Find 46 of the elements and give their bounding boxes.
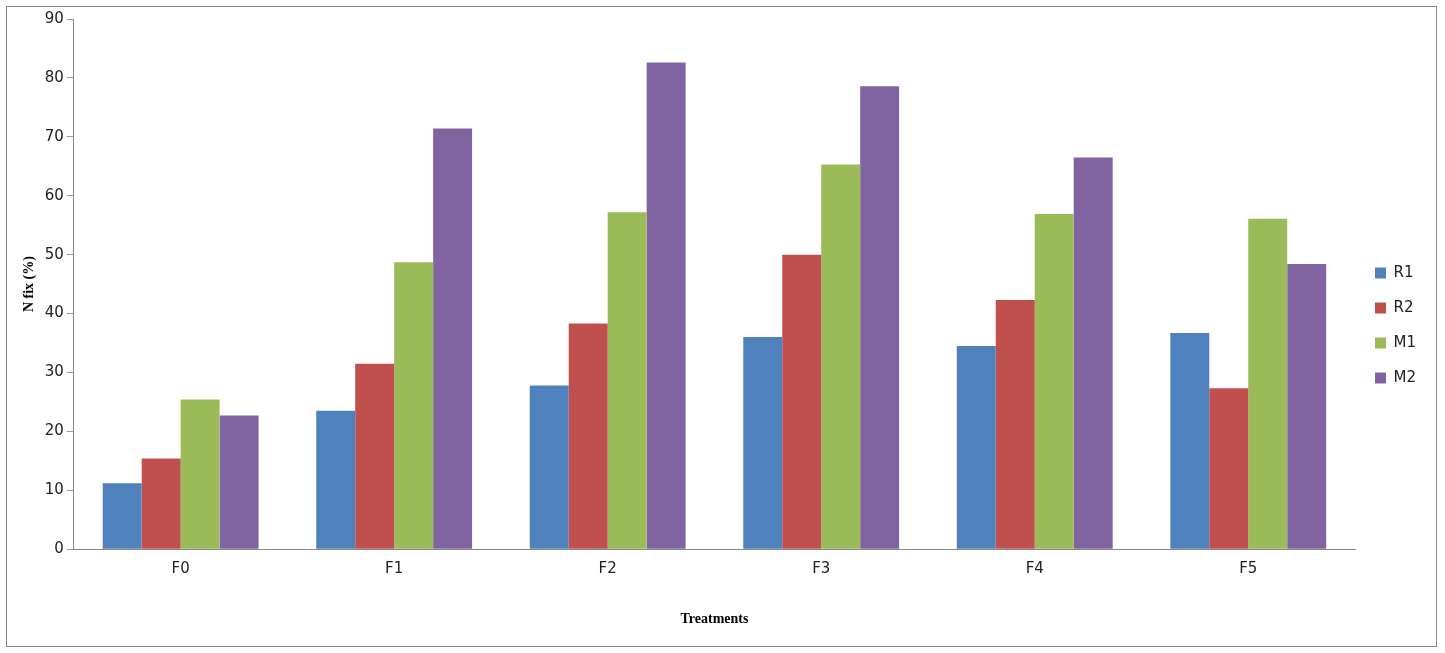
bar <box>743 337 783 549</box>
y-tick-label: 80 <box>44 67 64 86</box>
bar <box>1209 388 1249 549</box>
bar <box>1248 218 1288 549</box>
y-tick-label: 70 <box>44 126 64 145</box>
y-tick-label: 20 <box>44 421 64 440</box>
y-tick-label: 30 <box>44 362 64 381</box>
y-axis-title: N fix (%) <box>21 255 38 313</box>
bar <box>394 262 434 549</box>
x-tick-label: F1 <box>385 559 404 578</box>
bar <box>995 300 1035 549</box>
bar <box>607 212 647 549</box>
bar <box>860 86 900 549</box>
bar <box>782 254 822 549</box>
y-tick-label: 0 <box>54 539 64 558</box>
bar <box>1287 264 1327 549</box>
x-tick-label: F3 <box>812 559 831 578</box>
bar <box>180 399 220 549</box>
legend-label: M1 <box>1393 332 1417 351</box>
bar <box>316 410 356 549</box>
bar <box>821 164 861 549</box>
y-tick-label: 40 <box>44 303 64 322</box>
x-tick-label: F0 <box>171 559 190 578</box>
bar <box>646 62 686 549</box>
bar <box>956 345 996 549</box>
y-tick-label: 90 <box>44 8 64 27</box>
x-tick-label: F5 <box>1239 559 1258 578</box>
bar <box>141 458 181 549</box>
bar <box>529 385 569 549</box>
x-tick-label: F4 <box>1025 559 1044 578</box>
bar <box>219 415 259 549</box>
y-tick-label: 10 <box>44 480 64 499</box>
legend-label: R1 <box>1393 262 1414 281</box>
bar <box>355 363 395 549</box>
x-tick-label: F2 <box>598 559 617 578</box>
bar <box>568 323 608 549</box>
legend-label: R2 <box>1393 297 1414 316</box>
bar <box>433 128 473 549</box>
bar <box>1073 157 1113 549</box>
y-tick-label: 60 <box>44 185 64 204</box>
bar <box>1170 333 1210 549</box>
x-axis-title: Treatments <box>680 611 749 627</box>
bar <box>1034 214 1074 549</box>
bar <box>102 483 142 549</box>
y-tick-label: 50 <box>44 244 64 263</box>
legend-label: M2 <box>1393 367 1417 386</box>
